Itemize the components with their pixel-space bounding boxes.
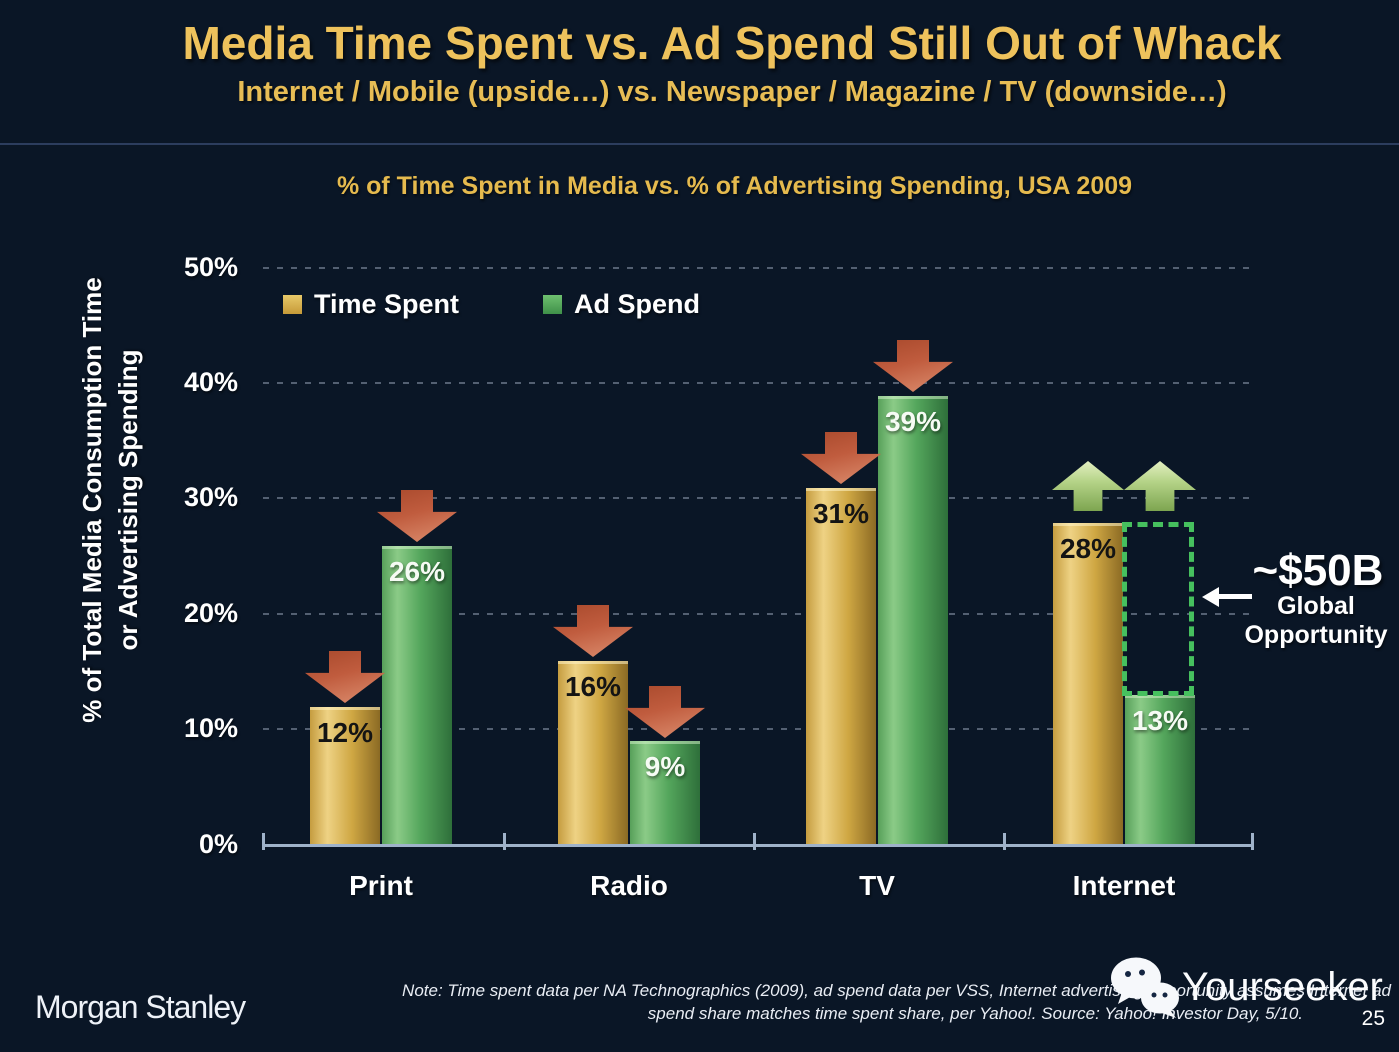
bar-value-label: 39% [884,406,942,437]
watermark-text: Yourseeker [1182,964,1383,1009]
bar-print-ad-spend: 26% [382,546,452,845]
watermark: Yourseeker [1108,956,1383,1018]
bar-radio-time-spent: 16% [558,661,628,845]
slide-subtitle: Internet / Mobile (upside…) vs. Newspape… [237,76,1227,108]
annotation-line2: Opportunity [1244,621,1388,649]
bar-value-label: 13% [1131,705,1189,736]
bar-value-label: 31% [812,498,870,529]
ytick-10: 10% [183,713,238,743]
gridline-30 [263,497,1253,499]
annotation-left-arrow-head [1202,587,1219,607]
category-label-radio: Radio [590,870,668,901]
morgan-stanley-logo: Morgan Stanley [35,989,246,1025]
legend-label-time-spent: Time Spent [314,289,460,319]
gridline-20 [263,613,1253,615]
x-axis-tick [262,833,265,850]
legend-label-ad-spend: Ad Spend [574,289,700,319]
ytick-0: 0% [198,829,238,859]
bar-print-time-spent: 12% [310,707,380,845]
x-axis-tick [1251,833,1254,850]
bar-value-label: 16% [564,671,622,702]
bar-value-label: 26% [388,556,446,587]
x-axis-line [262,844,1254,847]
slide-header: Media Time Spent vs. Ad Spend Still Out … [0,0,1399,143]
annotation-left-arrow-icon [1218,594,1252,599]
legend-swatch-green [543,295,562,314]
slide-title: Media Time Spent vs. Ad Spend Still Out … [182,17,1282,69]
legend-item-time-spent: Time Spent [283,289,459,320]
y-axis-title-line2: or Advertising Spending [113,349,143,651]
x-axis-tick [1003,833,1006,850]
bar-value-label: 28% [1059,533,1117,564]
bar-tv-ad-spend: 39% [878,396,948,845]
bar-internet-ad-spend: 13% [1125,695,1195,845]
page-number: 25 [1361,1007,1385,1030]
legend-item-ad-spend: Ad Spend [543,289,700,320]
bar-value-label: 9% [644,751,686,782]
ytick-30: 30% [183,482,238,512]
ytick-20: 20% [183,598,238,628]
chart-title: % of Time Spent in Media vs. % of Advert… [336,172,1133,200]
source-note-line2: spend share matches time spent share, pe… [647,1004,1303,1023]
y-axis-title-line1: % of Total Media Consumption Time [77,277,107,723]
slide-body-background [0,143,1399,1052]
gridline-10 [263,728,1253,730]
annotation-line1: Global [1277,592,1355,620]
gridline-40 [263,382,1253,384]
category-label-print: Print [349,870,413,901]
x-axis-tick [753,833,756,850]
ytick-40: 40% [183,367,238,397]
category-label-internet: Internet [1072,870,1176,901]
annotation-value: ~$50B [1252,546,1384,595]
opportunity-dotted-box [1122,522,1194,696]
bar-value-label: 12% [316,717,374,748]
gridline-50 [263,267,1253,269]
wechat-icon [1111,957,1179,1018]
bar-tv-time-spent: 31% [806,488,876,845]
category-label-tv: TV [859,870,895,901]
ytick-50: 50% [183,252,238,282]
bar-radio-ad-spend: 9% [630,741,700,845]
bar-internet-time-spent: 28% [1053,523,1123,845]
y-axis-title: % of Total Media Consumption Time or Adv… [74,140,150,860]
x-axis-tick [503,833,506,850]
legend-swatch-gold [283,295,302,314]
